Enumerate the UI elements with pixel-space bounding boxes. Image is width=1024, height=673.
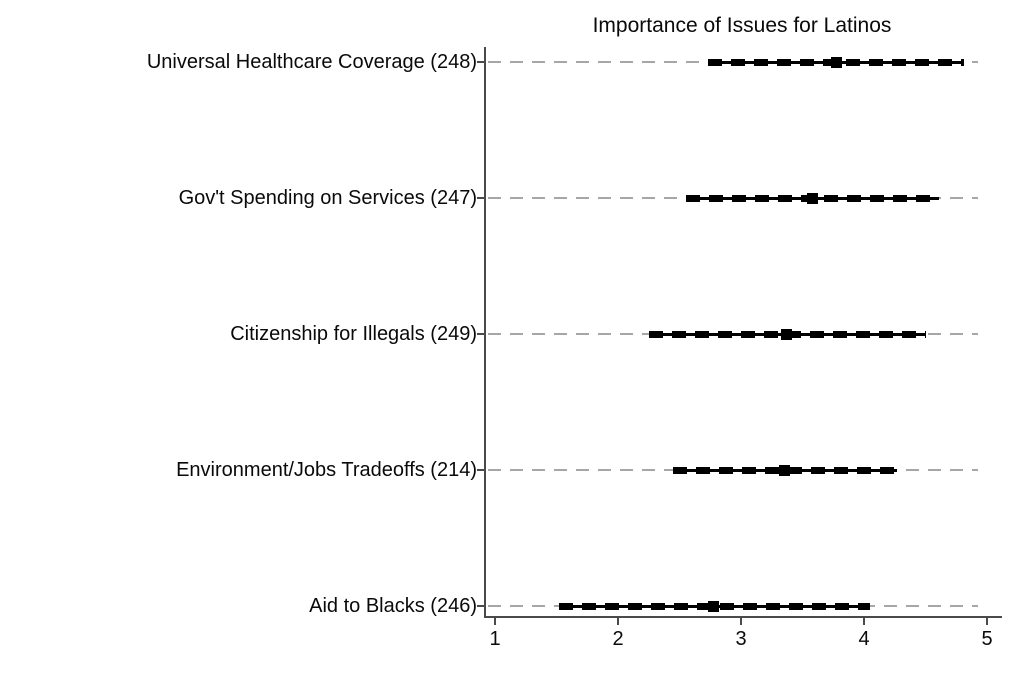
point-estimate-marker bbox=[778, 464, 790, 476]
x-axis-line bbox=[484, 616, 1002, 618]
x-axis-tick bbox=[986, 618, 988, 625]
x-axis-tick bbox=[863, 618, 865, 625]
x-axis-tick bbox=[740, 618, 742, 625]
point-estimate-marker bbox=[806, 192, 818, 204]
x-axis-tick bbox=[494, 618, 496, 625]
category-label: Environment/Jobs Tradeoffs (214) bbox=[176, 459, 477, 481]
x-tick-label: 5 bbox=[981, 628, 993, 650]
plot-area: 1 2 3 4 5 bbox=[477, 47, 1002, 650]
x-tick-label: 3 bbox=[735, 628, 747, 650]
y-axis-tick bbox=[477, 61, 484, 63]
x-tick-label: 2 bbox=[612, 628, 624, 650]
y-axis-tick bbox=[477, 197, 484, 199]
point-estimate-marker bbox=[708, 600, 720, 612]
category-label: Citizenship for Illegals (249) bbox=[230, 323, 477, 345]
x-axis-tick bbox=[617, 618, 619, 625]
x-tick-label: 1 bbox=[489, 628, 501, 650]
category-label: Gov't Spending on Services (247) bbox=[178, 187, 477, 209]
point-estimate-marker bbox=[781, 328, 792, 340]
chart-title: Importance of Issues for Latinos bbox=[592, 14, 892, 37]
x-tick-label: 4 bbox=[858, 628, 870, 650]
point-estimate-marker bbox=[831, 56, 843, 68]
category-label: Universal Healthcare Coverage (248) bbox=[146, 51, 477, 73]
y-axis-tick bbox=[477, 605, 484, 607]
category-label: Aid to Blacks (246) bbox=[309, 595, 477, 617]
y-axis-line bbox=[484, 47, 486, 618]
y-axis-tick bbox=[477, 333, 484, 335]
y-axis-tick bbox=[477, 469, 484, 471]
